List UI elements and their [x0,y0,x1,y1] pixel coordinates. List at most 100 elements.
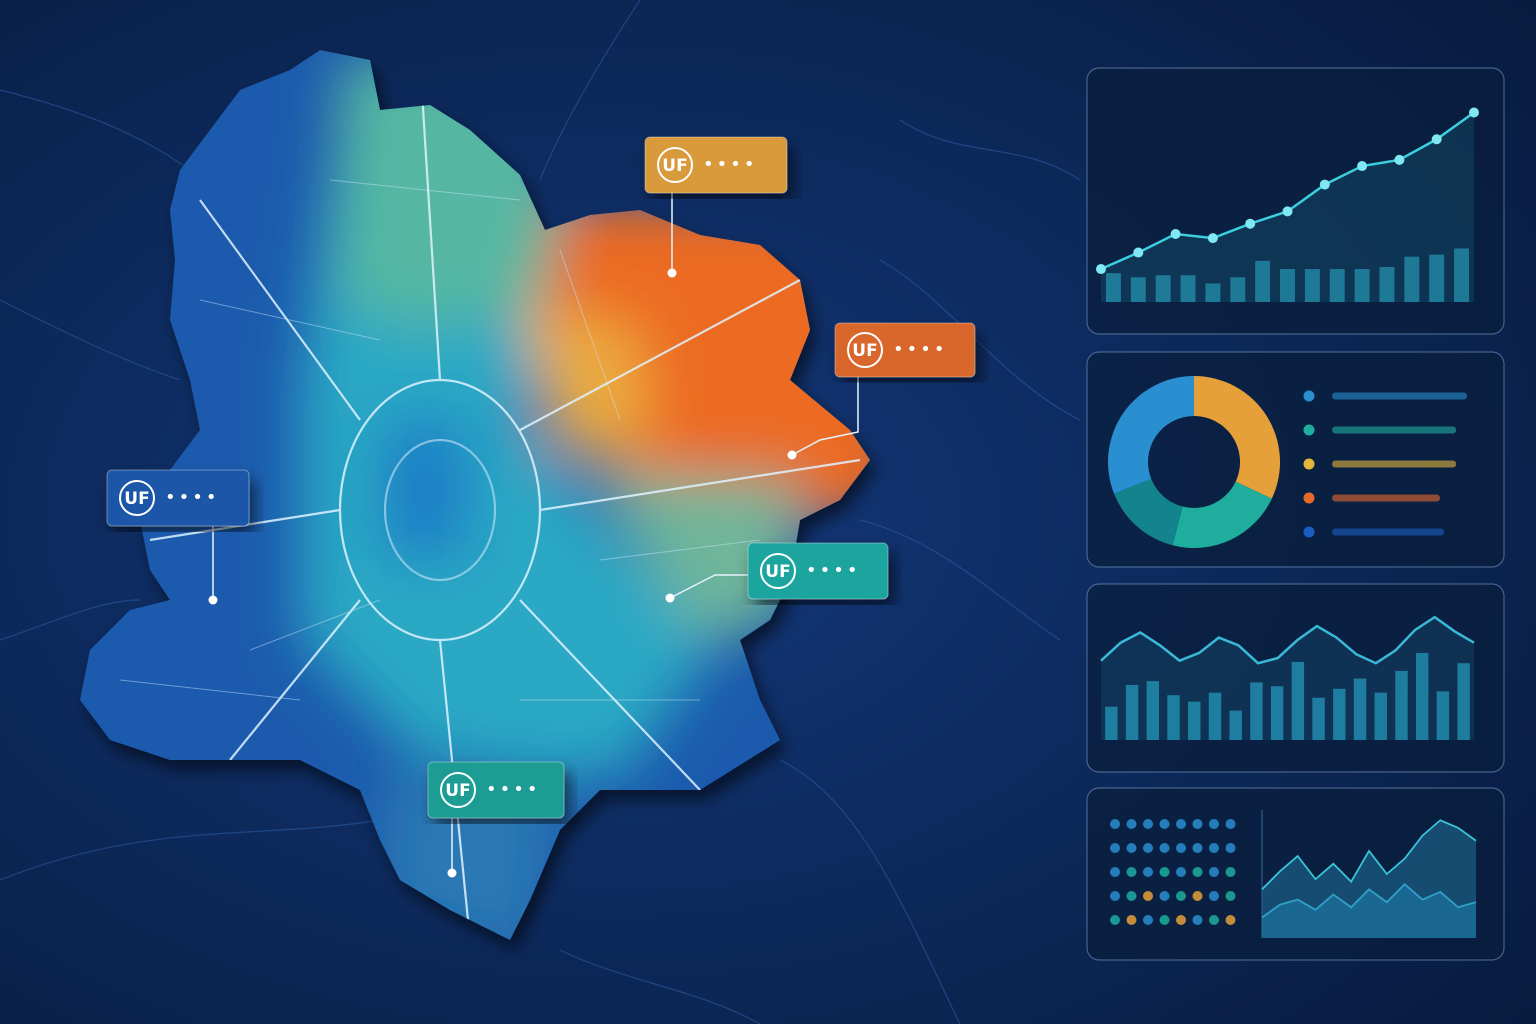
bar [1312,697,1325,740]
legend-bar [1332,494,1440,502]
panel [1086,67,1505,335]
dot [1176,819,1186,829]
dot [1192,843,1203,853]
line-point [1319,179,1330,190]
line-area [1101,617,1474,740]
marker-box [834,322,976,378]
dot [1126,867,1137,877]
marker-pin [208,595,218,605]
legend-bar [1332,426,1457,434]
bar [1155,275,1171,302]
marker-pin [787,450,797,460]
marker-text: •••• [893,339,947,360]
bar [1250,682,1263,740]
marker-pin [667,268,677,278]
dot [1176,867,1186,877]
marker: UF •••• [665,542,889,603]
bar [1354,269,1370,302]
marker-text: •••• [165,487,219,508]
line-point [1469,107,1479,118]
marker-label: UF [765,562,790,582]
dot [1192,867,1203,877]
marker-leader [669,574,748,599]
dot [1225,819,1236,829]
dot [1176,915,1186,925]
line-point [1431,134,1442,145]
dashboard [1086,67,1505,961]
bar [1304,269,1320,302]
legend-dot [1303,458,1315,470]
bar [1280,269,1295,302]
marker-icon [760,553,796,589]
legend-dot [1303,526,1315,538]
area-line [1261,883,1477,919]
dot [1209,891,1219,901]
bar [1436,691,1450,740]
bar [1291,661,1305,740]
bar [1404,256,1420,302]
dot [1159,819,1170,829]
bar [1229,710,1242,740]
dot [1110,819,1120,829]
donut-slice [1114,478,1183,546]
marker-label: UF [662,156,687,176]
marker: UF •••• [644,136,788,278]
bar [1333,688,1346,740]
line-point [1096,264,1106,275]
panel-frame [1086,67,1505,335]
bar [1329,269,1345,302]
dot [1126,891,1137,901]
dot [1110,867,1120,877]
marker-text: •••• [703,154,757,175]
marker: UF •••• [106,469,250,605]
dot [1225,915,1236,925]
dot [1192,915,1203,925]
panel [1086,787,1505,961]
dot [1225,867,1236,877]
line-point [1394,154,1405,165]
dot [1159,891,1170,901]
dot [1110,843,1120,853]
bar [1230,277,1246,302]
marker-text: •••• [486,779,540,800]
legend-bar [1332,460,1457,468]
marker-box [644,136,788,194]
area-line [1261,819,1477,890]
bar [1125,684,1139,740]
panel [1086,351,1505,568]
line-point [1133,247,1144,258]
marker-leader [791,377,859,456]
dot [1176,891,1186,901]
legend-dot [1303,492,1315,504]
dot [1143,891,1153,901]
bar [1208,692,1222,740]
line-point [1282,206,1293,217]
line-point [1170,229,1181,240]
dot [1159,915,1170,925]
marker-label: UF [852,341,877,361]
dot [1225,891,1236,901]
panel [1086,583,1505,773]
legend-dot [1303,390,1315,402]
bar [1374,692,1387,740]
marker-text: •••• [806,560,860,581]
dot [1209,843,1219,853]
bar [1379,266,1395,302]
legend-bar [1332,392,1467,400]
legend-dot [1303,424,1315,436]
dot [1143,843,1153,853]
marker-pin [665,593,675,603]
marker: UF •••• [787,322,976,460]
terrain-lines [0,0,1081,1024]
dot [1143,867,1153,877]
dot [1143,819,1153,829]
bar [1457,663,1470,740]
dot [1225,843,1236,853]
dot [1159,843,1170,853]
marker-label: UF [124,489,149,509]
marker-box [747,542,889,600]
dot [1110,891,1120,901]
dot [1126,843,1137,853]
